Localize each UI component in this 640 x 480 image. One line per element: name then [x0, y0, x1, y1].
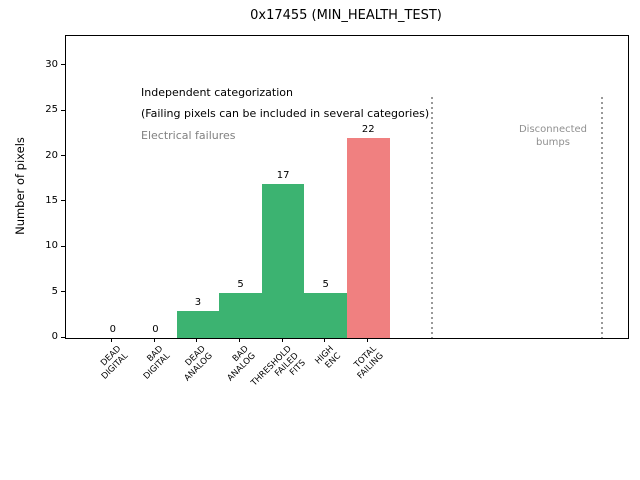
bar-value-label: 0: [152, 324, 159, 335]
x-tick-mark: [111, 338, 113, 342]
annotation-electrical-failures: Electrical failures: [141, 129, 236, 142]
x-tick-mark: [196, 338, 198, 342]
y-tick-mark: [61, 245, 65, 247]
bar: [261, 184, 305, 338]
y-axis-title: Number of pixels: [13, 137, 27, 235]
x-tick-label: DEAD ANALOG: [182, 344, 216, 384]
annotation-disconnected-bumps: Disconnected bumps: [518, 124, 588, 148]
y-tick-mark: [61, 200, 65, 202]
x-tick-label: TOTAL FAILING: [352, 344, 386, 382]
x-tick-mark: [153, 338, 155, 342]
y-tick-label: 15: [45, 194, 58, 206]
section-divider-line: [431, 97, 434, 338]
bar-value-label: 0: [109, 324, 117, 335]
y-tick-label: 5: [51, 285, 58, 297]
chart-title: 0x17455 (MIN_HEALTH_TEST): [250, 8, 442, 23]
y-tick-mark: [61, 109, 65, 111]
y-tick-label: 10: [45, 240, 58, 252]
y-tick-mark: [61, 155, 65, 157]
bar: [304, 293, 347, 338]
section-divider-line: [601, 97, 604, 338]
y-tick-mark: [61, 64, 65, 66]
bar: [219, 293, 262, 338]
x-tick-label: DEAD DIGITAL: [98, 344, 130, 382]
x-tick-label: BAD DIGITAL: [141, 344, 173, 382]
x-tick-mark: [239, 338, 241, 342]
y-tick-label: 0: [51, 331, 58, 342]
x-tick-mark: [281, 338, 283, 342]
plot-area: Independent categorization (Failing pixe…: [65, 35, 629, 339]
bar-value-label: 3: [194, 297, 202, 308]
bar-value-label: 5: [237, 279, 244, 290]
y-tick-label: 25: [45, 104, 58, 116]
bar-value-label: 17: [276, 170, 290, 181]
annotation-failing-note: (Failing pixels can be included in sever…: [141, 107, 430, 120]
y-tick-mark: [61, 291, 65, 293]
bar-value-label: 5: [322, 279, 329, 290]
y-tick-label: 20: [45, 149, 58, 161]
y-tick-label: 30: [45, 58, 58, 70]
y-tick-mark: [61, 336, 65, 338]
bar-value-label: 22: [361, 124, 375, 135]
x-tick-mark: [366, 338, 368, 342]
bar: [347, 138, 390, 338]
x-tick-mark: [324, 338, 326, 342]
x-tick-label: HIGH ENC: [313, 344, 343, 371]
annotation-independent-categorization: Independent categorization: [141, 86, 293, 99]
x-tick-label: THRESHOLD FAILED FITS: [248, 344, 308, 389]
bar: [176, 311, 220, 338]
